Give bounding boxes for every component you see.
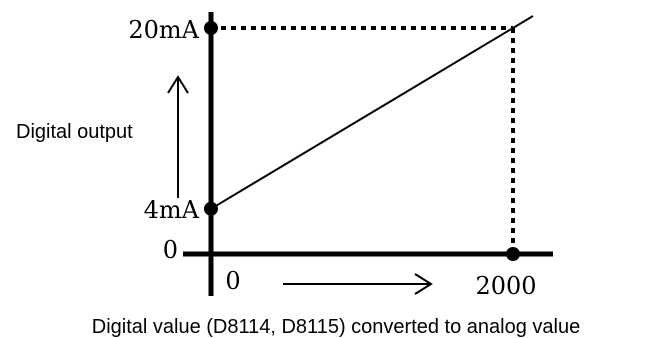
y-axis-label: Digital output [16, 121, 133, 143]
y-tick-0: 0 [163, 236, 178, 264]
x-tick-2000: 2000 [475, 272, 536, 300]
series-line [210, 15, 534, 210]
x-tick-0: 0 [225, 267, 240, 295]
y-tick-20ma: 20mA [128, 16, 199, 44]
point-x-2000 [506, 247, 520, 261]
x-axis-label: Digital value (D8114, D8115) converted t… [92, 316, 580, 338]
point-4ma [204, 201, 218, 216]
y-direction-arrowhead [167, 75, 189, 94]
point-20ma [204, 21, 218, 35]
y-tick-4ma: 4mA [144, 196, 200, 224]
x-direction-arrowhead [414, 273, 433, 295]
